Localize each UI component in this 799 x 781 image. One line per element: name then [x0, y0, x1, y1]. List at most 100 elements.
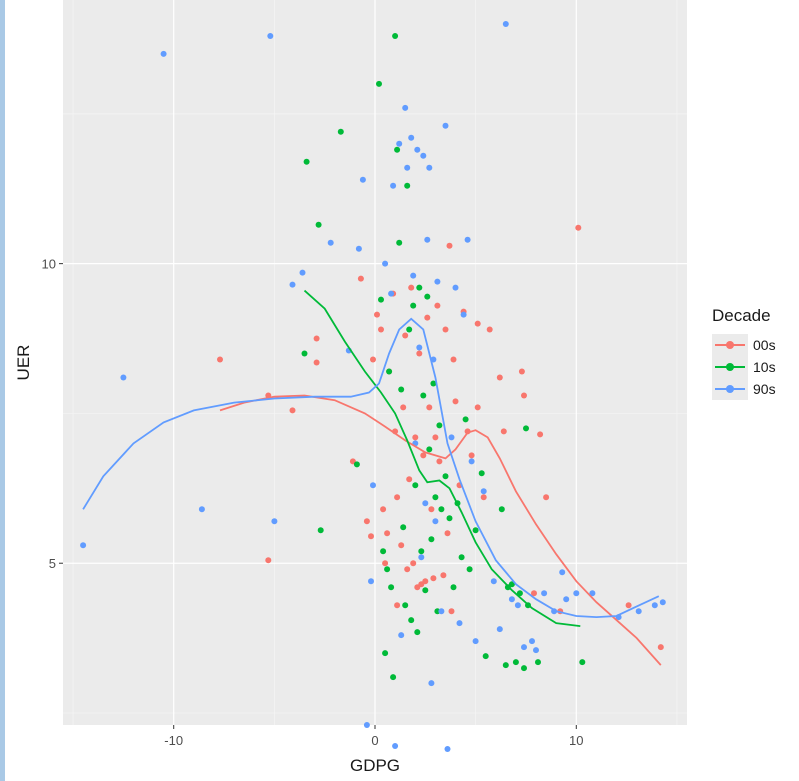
data-point-90s	[428, 680, 435, 687]
data-point-90s	[267, 33, 274, 39]
data-point-10s	[420, 392, 427, 399]
legend-dot	[726, 341, 734, 349]
data-point-10s	[508, 581, 515, 588]
data-point-00s	[448, 608, 455, 615]
data-point-10s	[458, 554, 465, 561]
y-axis-label: UER	[14, 345, 33, 381]
data-point-10s	[482, 653, 489, 660]
data-point-10s	[376, 80, 382, 87]
data-point-00s	[474, 320, 481, 327]
smooth-line-10s	[303, 289, 581, 627]
points-layer	[80, 21, 666, 752]
data-point-90s	[452, 284, 459, 291]
data-point-10s	[430, 380, 437, 387]
data-point-00s	[537, 431, 544, 438]
x-tick-label: -10	[164, 733, 183, 748]
data-point-00s	[426, 404, 433, 411]
data-point-90s	[198, 506, 205, 513]
data-point-90s	[398, 632, 405, 639]
data-point-90s	[368, 578, 374, 585]
data-point-10s	[478, 470, 485, 477]
data-point-10s	[390, 674, 397, 681]
data-point-90s	[120, 374, 127, 381]
x-tick-label: 0	[371, 733, 378, 748]
data-point-10s	[418, 548, 425, 555]
data-point-90s	[160, 50, 167, 57]
data-point-10s	[535, 659, 541, 666]
data-point-90s	[327, 239, 334, 246]
data-point-00s	[384, 530, 391, 537]
data-point-00s	[370, 356, 376, 363]
data-point-10s	[388, 584, 395, 591]
data-point-10s	[378, 296, 384, 303]
data-point-10s	[516, 590, 523, 597]
data-point-90s	[651, 602, 658, 609]
data-point-10s	[502, 662, 509, 669]
data-point-00s	[400, 404, 407, 411]
data-point-10s	[466, 566, 473, 573]
legend-item-90s: 90s	[712, 378, 790, 400]
data-point-00s	[657, 644, 664, 651]
data-point-00s	[402, 332, 409, 339]
data-point-10s	[410, 302, 417, 309]
data-point-90s	[402, 104, 409, 111]
data-point-10s	[337, 128, 344, 135]
data-point-00s	[422, 578, 429, 585]
data-point-00s	[217, 356, 223, 363]
data-point-00s	[480, 494, 487, 501]
legend-label: 00s	[753, 337, 776, 353]
data-point-00s	[450, 356, 457, 363]
x-tick-label: 10	[569, 733, 583, 748]
data-point-10s	[432, 494, 439, 501]
data-point-10s	[424, 293, 431, 300]
data-point-00s	[500, 428, 507, 435]
data-point-90s	[408, 134, 415, 141]
data-point-10s	[436, 422, 443, 429]
data-point-10s	[498, 506, 505, 513]
data-point-00s	[486, 326, 493, 333]
data-point-90s	[521, 644, 527, 651]
data-point-10s	[386, 368, 393, 375]
data-point-00s	[374, 311, 380, 318]
data-point-90s	[456, 620, 463, 627]
data-point-10s	[408, 617, 415, 624]
data-point-00s	[398, 542, 405, 549]
data-point-10s	[394, 146, 401, 153]
data-point-90s	[438, 608, 445, 615]
data-point-90s	[80, 542, 87, 549]
data-point-00s	[408, 284, 415, 291]
legend-item-10s: 10s	[712, 356, 790, 378]
data-point-00s	[412, 434, 419, 441]
window-edge	[0, 0, 5, 781]
data-point-90s	[432, 518, 439, 525]
data-point-90s	[404, 164, 411, 171]
data-point-10s	[412, 482, 419, 489]
data-point-00s	[380, 506, 387, 513]
data-point-90s	[410, 272, 417, 279]
data-point-90s	[382, 260, 389, 267]
data-point-10s	[422, 587, 429, 594]
data-point-90s	[355, 245, 362, 252]
data-point-00s	[430, 575, 437, 582]
data-point-10s	[414, 629, 421, 636]
data-point-10s	[472, 527, 479, 534]
data-point-10s	[462, 416, 469, 423]
data-point-00s	[313, 359, 320, 366]
data-point-00s	[394, 494, 401, 501]
data-point-00s	[521, 392, 527, 399]
data-point-10s	[438, 506, 445, 513]
data-point-00s	[444, 530, 451, 537]
data-point-90s	[426, 164, 433, 171]
legend: Decade 00s 10s 90s	[712, 306, 790, 400]
data-point-00s	[357, 275, 364, 282]
data-point-00s	[416, 350, 423, 357]
data-point-10s	[353, 461, 360, 468]
data-point-90s	[414, 146, 421, 153]
data-point-10s	[428, 536, 435, 543]
data-point-00s	[452, 398, 459, 405]
x-axis-label: GDPG	[350, 756, 400, 775]
data-point-10s	[317, 527, 324, 534]
data-point-90s	[363, 722, 370, 728]
data-point-90s	[559, 569, 566, 576]
